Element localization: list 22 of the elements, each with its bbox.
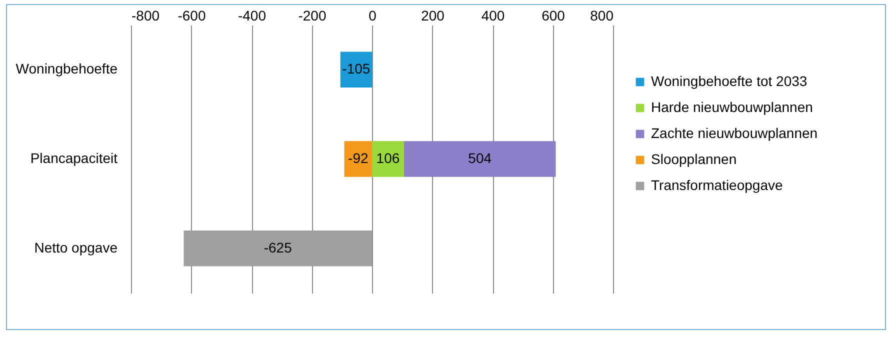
y-tick-label: Plancapaciteit xyxy=(30,150,118,166)
x-tick-label: -400 xyxy=(238,8,266,24)
x-tick-label: 800 xyxy=(590,8,614,24)
x-tick-label: 200 xyxy=(421,8,445,24)
y-tick-label: Netto opgave xyxy=(34,239,118,256)
y-tick-label: Woningbehoefte xyxy=(16,60,118,77)
legend-label: Zachte nieuwbouwplannen xyxy=(651,125,818,141)
x-tick-label: 0 xyxy=(368,8,377,24)
legend-label: Woningbehoefte tot 2033 xyxy=(651,73,808,89)
data-label: -625 xyxy=(264,239,292,256)
data-label: 504 xyxy=(468,150,492,166)
x-tick-label: -800 xyxy=(132,8,160,24)
x-tick-label: 400 xyxy=(481,8,505,24)
x-tick-label: -200 xyxy=(298,8,326,24)
x-tick-label: 600 xyxy=(542,8,566,24)
data-label: -105 xyxy=(342,60,370,77)
legend-label: Sloopplannen xyxy=(651,151,737,167)
data-label: 106 xyxy=(376,150,400,166)
x-tick-label: -600 xyxy=(178,8,206,24)
legend-label: Transformatieopgave xyxy=(651,177,783,193)
data-label: -92 xyxy=(348,150,368,166)
legend-label: Harde nieuwbouwplannen xyxy=(651,99,813,115)
